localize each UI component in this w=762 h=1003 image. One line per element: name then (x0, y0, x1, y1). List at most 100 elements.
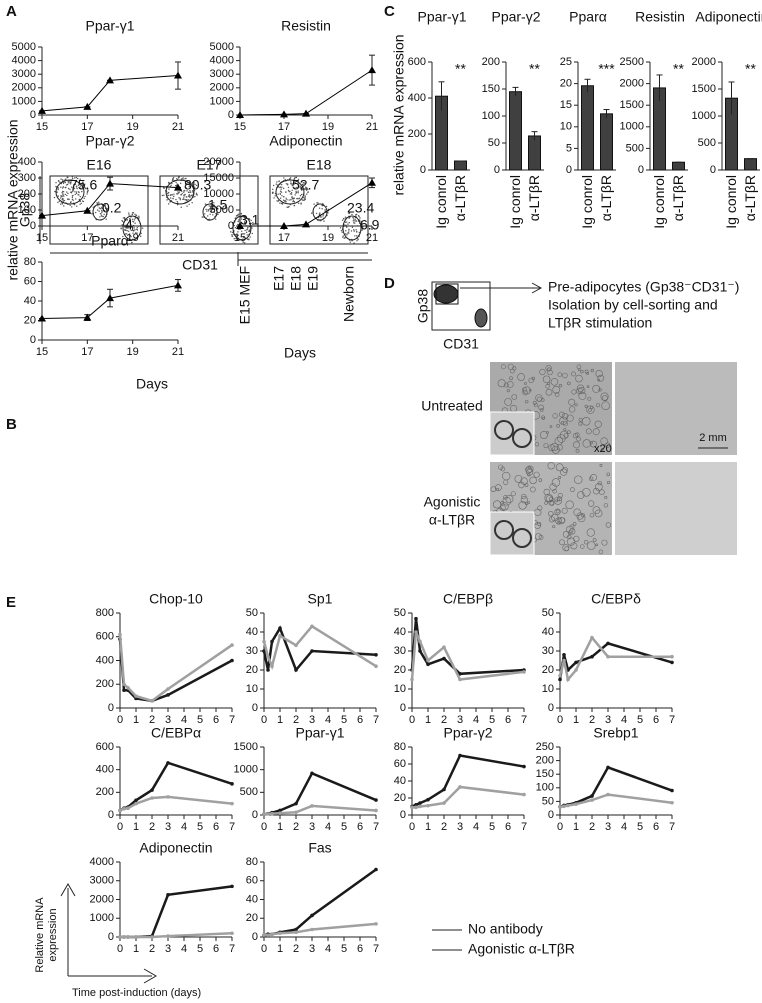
y-tick-label: 1000 (620, 121, 644, 133)
micrograph-texture (550, 442, 559, 451)
micrograph-texture (559, 539, 565, 546)
micrograph-texture (585, 428, 592, 435)
flow-event (345, 230, 347, 232)
x-tick-label: 5 (637, 714, 643, 726)
micrograph-texture (599, 463, 603, 467)
gate (433, 284, 459, 304)
flow-event (247, 226, 249, 229)
flow-event (180, 193, 182, 196)
description: Isolation by cell-sorting and (548, 297, 718, 313)
series-line (41, 75, 179, 112)
y-tick-label: 600 (96, 741, 114, 753)
marker (606, 641, 610, 646)
micrograph-texture (521, 493, 527, 500)
micrograph-texture (537, 522, 542, 527)
flow-event (81, 190, 83, 193)
flow-event (98, 207, 101, 209)
x-tick-label: 6 (505, 714, 511, 726)
flow-event (132, 220, 134, 223)
x-tick-label: 5 (197, 943, 203, 955)
x-tick-label: 17 (278, 232, 290, 244)
flow-event (87, 189, 89, 192)
flow-event (318, 207, 321, 209)
micrograph-texture (604, 442, 611, 448)
x-tick-label: 1 (133, 943, 139, 955)
x-tick-label: 7 (669, 821, 675, 833)
marker (310, 649, 314, 653)
chart-title: Ppar-γ2 (443, 725, 492, 741)
micrograph-texture (548, 516, 555, 523)
flow-event (67, 181, 69, 183)
flow-event (358, 215, 360, 218)
micrograph (615, 462, 737, 555)
series-line (239, 69, 373, 116)
flow-event (125, 227, 127, 229)
flow-event (339, 227, 342, 229)
x-tick-label: 1 (573, 714, 579, 726)
micrograph-texture (592, 538, 597, 542)
marker (562, 804, 566, 809)
flow-event (238, 219, 240, 221)
flow-event (344, 216, 347, 218)
x-tick-label: 7 (229, 943, 235, 955)
marker (106, 76, 114, 84)
flow-event (231, 234, 233, 236)
y-tick-label: 1500 (620, 99, 644, 111)
flow-event (141, 227, 144, 229)
marker (590, 654, 594, 659)
flow-event (172, 197, 174, 200)
marker (150, 699, 154, 703)
flow-event (128, 214, 130, 216)
y-tick-label: 60 (394, 758, 406, 770)
flow-event (57, 201, 59, 204)
marker (374, 664, 378, 668)
x-tick-label: 4 (473, 714, 479, 726)
flow-event (241, 230, 243, 232)
x-tick-label: 19 (322, 232, 334, 244)
x-tick-label: 0 (117, 714, 123, 726)
flow-event (180, 206, 182, 208)
micrograph-texture (590, 368, 594, 373)
x-tick-label: 0 (409, 714, 415, 726)
gate-value: 23.4 (347, 200, 374, 216)
flow-event (55, 181, 57, 184)
marker (426, 797, 430, 802)
micrograph-texture (576, 364, 582, 370)
flow-event (279, 192, 281, 195)
micrograph-texture (582, 488, 591, 497)
marker (166, 687, 170, 691)
flow-event (76, 187, 78, 190)
row-label: Untreated (421, 398, 482, 414)
flow-event (290, 199, 292, 201)
flow-event (302, 183, 304, 186)
y-tick-label: 10 (246, 683, 258, 695)
y-tick-label: 3000 (90, 875, 114, 887)
gate (92, 203, 108, 221)
flow-event (351, 213, 353, 216)
y-tick-label: 1000 (210, 95, 234, 107)
y-tick-label: 10000 (203, 188, 234, 200)
micrograph-texture (601, 539, 608, 546)
flow-event (284, 178, 286, 181)
flow-event (342, 235, 344, 237)
micrograph-texture (547, 369, 553, 376)
marker (574, 802, 578, 806)
y-tick-label: 50 (394, 607, 406, 619)
marker (410, 805, 414, 810)
y-tick-label: 0 (30, 334, 36, 346)
micrograph-texture (606, 472, 611, 477)
micrograph-texture (595, 543, 599, 547)
y-tick-label: 0 (228, 220, 234, 232)
flow-event (205, 208, 207, 211)
panel-label: D (384, 275, 395, 292)
flow-event (207, 208, 209, 211)
flow-event (66, 194, 68, 197)
flow-event (209, 213, 211, 216)
flow-event (327, 212, 329, 214)
scale-bar-label: 2 mm (699, 432, 727, 444)
micrograph-texture (524, 382, 527, 385)
marker (126, 806, 130, 810)
micrograph-texture (586, 528, 595, 537)
flow-event (305, 189, 308, 191)
y-tick-label: 20 (542, 664, 554, 676)
